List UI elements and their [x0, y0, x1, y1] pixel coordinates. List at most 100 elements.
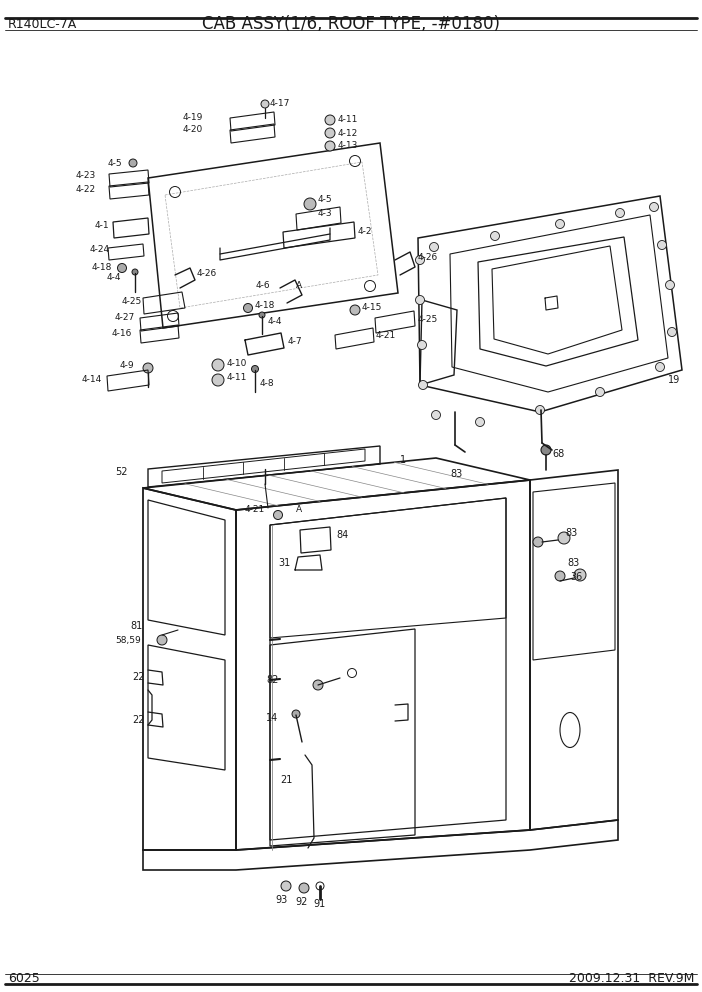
- Circle shape: [416, 296, 425, 305]
- Circle shape: [259, 312, 265, 318]
- Text: 4-3: 4-3: [318, 208, 333, 217]
- Circle shape: [418, 381, 428, 390]
- Text: 68: 68: [552, 449, 564, 459]
- Circle shape: [668, 327, 677, 336]
- Circle shape: [299, 883, 309, 893]
- Circle shape: [558, 532, 570, 544]
- Circle shape: [533, 537, 543, 547]
- Text: 83: 83: [450, 469, 462, 479]
- Circle shape: [212, 374, 224, 386]
- Circle shape: [541, 445, 551, 455]
- Text: 36: 36: [570, 572, 582, 582]
- Text: 4-18: 4-18: [92, 264, 112, 273]
- Text: 4-25: 4-25: [122, 298, 143, 307]
- Circle shape: [274, 511, 282, 520]
- Text: 31: 31: [278, 558, 290, 568]
- Text: 4-4: 4-4: [268, 317, 282, 326]
- Circle shape: [251, 365, 258, 373]
- Circle shape: [418, 340, 427, 349]
- Text: R140LC-7A: R140LC-7A: [8, 18, 77, 31]
- Circle shape: [491, 231, 500, 240]
- Text: 4-4: 4-4: [107, 274, 121, 283]
- Text: 22: 22: [132, 715, 145, 725]
- Text: 4-25: 4-25: [418, 315, 438, 324]
- Text: 6025: 6025: [8, 972, 40, 985]
- Circle shape: [244, 304, 253, 312]
- Text: 52: 52: [115, 467, 128, 477]
- Text: 21: 21: [280, 775, 292, 785]
- Circle shape: [574, 569, 586, 581]
- Circle shape: [117, 264, 126, 273]
- Text: 4-11: 4-11: [338, 115, 359, 125]
- Text: 92: 92: [295, 897, 307, 907]
- Text: 58,59: 58,59: [115, 637, 140, 646]
- Circle shape: [129, 159, 137, 167]
- Circle shape: [665, 281, 675, 290]
- Text: 14: 14: [266, 713, 278, 723]
- Circle shape: [281, 881, 291, 891]
- Circle shape: [261, 100, 269, 108]
- Circle shape: [649, 202, 658, 211]
- Text: 93: 93: [275, 895, 287, 905]
- Circle shape: [350, 305, 360, 315]
- Circle shape: [304, 198, 316, 210]
- Circle shape: [658, 240, 666, 250]
- Circle shape: [430, 242, 439, 252]
- Text: 4-12: 4-12: [338, 129, 358, 138]
- Text: 4-24: 4-24: [90, 244, 110, 254]
- Text: 2009.12.31  REV.9M: 2009.12.31 REV.9M: [569, 972, 694, 985]
- Text: 4-20: 4-20: [183, 126, 204, 135]
- Text: 83: 83: [565, 528, 577, 538]
- Text: 4-23: 4-23: [76, 172, 96, 181]
- Text: 83: 83: [567, 558, 579, 568]
- Text: 4-9: 4-9: [120, 361, 135, 370]
- Circle shape: [555, 219, 564, 228]
- Text: 4-17: 4-17: [270, 98, 291, 107]
- Text: 4-26: 4-26: [418, 254, 438, 263]
- Text: 4-6: 4-6: [256, 282, 271, 291]
- Text: 4-7: 4-7: [288, 336, 303, 345]
- Text: 4-5: 4-5: [318, 195, 333, 204]
- Text: 4-2: 4-2: [358, 227, 373, 236]
- Text: 4-11: 4-11: [227, 374, 247, 383]
- Text: 81: 81: [130, 621, 143, 631]
- Circle shape: [325, 141, 335, 151]
- Text: A: A: [296, 282, 302, 291]
- Circle shape: [416, 256, 425, 265]
- Circle shape: [212, 359, 224, 371]
- Text: 4-21: 4-21: [245, 506, 265, 515]
- Circle shape: [143, 363, 153, 373]
- Text: 4-13: 4-13: [338, 142, 359, 151]
- Text: 84: 84: [336, 530, 348, 540]
- Text: CAB ASSY(1/6, ROOF TYPE, -#0180): CAB ASSY(1/6, ROOF TYPE, -#0180): [202, 15, 500, 33]
- Text: 4-1: 4-1: [95, 220, 110, 229]
- Text: 22: 22: [132, 672, 145, 682]
- Text: 4-5: 4-5: [108, 159, 123, 168]
- Circle shape: [292, 710, 300, 718]
- Circle shape: [157, 635, 167, 645]
- Circle shape: [616, 208, 625, 217]
- Text: 82: 82: [266, 675, 279, 685]
- Circle shape: [132, 269, 138, 275]
- Text: 4-14: 4-14: [82, 375, 102, 384]
- Text: 4-19: 4-19: [183, 113, 204, 122]
- Text: 4-16: 4-16: [112, 328, 133, 337]
- Circle shape: [432, 411, 440, 420]
- Text: 1: 1: [400, 455, 406, 465]
- Text: 4-15: 4-15: [362, 304, 383, 312]
- Circle shape: [656, 362, 665, 371]
- Text: 4-10: 4-10: [227, 359, 247, 368]
- Circle shape: [475, 418, 484, 427]
- Circle shape: [536, 406, 545, 415]
- Text: 4-22: 4-22: [76, 185, 96, 193]
- Text: 4-8: 4-8: [260, 380, 274, 389]
- Circle shape: [313, 680, 323, 690]
- Text: 4-18: 4-18: [255, 301, 275, 310]
- Text: 91: 91: [313, 899, 325, 909]
- Text: 4-21: 4-21: [376, 330, 396, 339]
- Text: 4-26: 4-26: [197, 269, 217, 278]
- Circle shape: [555, 571, 565, 581]
- Text: 19: 19: [668, 375, 680, 385]
- Circle shape: [325, 115, 335, 125]
- Text: 4-27: 4-27: [115, 312, 135, 321]
